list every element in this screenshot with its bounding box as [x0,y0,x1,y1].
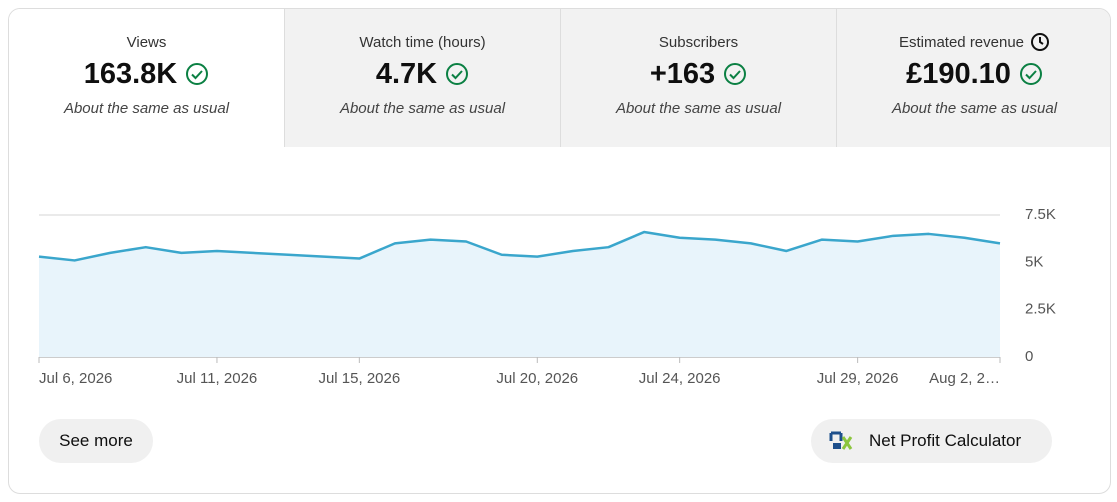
x-tick-label: Jul 15, 2026 [318,370,400,387]
logo [829,431,853,450]
calculator-button[interactable]: Net Profit Calculator [811,419,1052,463]
x-tick-label: Jul 24, 2026 [639,370,721,387]
calculator-label: Net Profit Calculator [869,431,1022,450]
x-tick-label: Jul 11, 2026 [177,370,258,387]
metric-note: About the same as usual [339,100,506,117]
analytics-card: Views 163.8K About the same as usual Watc… [8,8,1111,494]
metric-value: £190.10 [906,57,1011,90]
metric-value: +163 [649,57,716,90]
chart: 0 2.5K 5K 7.5K Jul 6, 2026 Jul 11, 2026 Jul 15… [38,206,1056,387]
check-icon [446,63,469,85]
x-tick-label: Jul 29, 2026 [817,370,899,387]
area-fill [39,232,1000,357]
metric-title: Watch time (hours) [359,33,486,51]
check-icon [724,63,747,85]
see-more-button[interactable]: See more [39,419,153,463]
metric-note: About the same as usual [615,100,782,117]
metric-note: About the same as usual [63,100,230,117]
metric-tab[interactable]: Views 163.8K About the same as usual [9,9,284,147]
y-tick-label: 0 [1025,348,1033,365]
y-tick-label: 7.5K [1025,206,1056,223]
line [38,230,1001,262]
x-tick-label: Jul 20, 2026 [496,370,578,387]
metric-title: Estimated revenue [898,33,1025,51]
metric-title: Subscribers [658,33,739,51]
metric-note: About the same as usual [891,100,1058,117]
metric-tabs: Views 163.8K About the same as usual Watc… [9,9,1110,147]
check-icon [186,63,209,85]
x-tick-label: Jul 6, 2026 [39,370,112,387]
metric-value: 163.8K [83,57,178,90]
metric-title: Views [126,33,167,51]
x-tick-label: Aug 2, 2… [929,370,1000,387]
check-icon [1019,63,1042,85]
metric-value: 4.7K [375,57,438,90]
y-tick-label: 2.5K [1025,301,1056,318]
y-tick-label: 5K [1025,253,1043,270]
metric-tab[interactable]: Watch time (hours) 4.7K About the same a… [284,9,560,147]
metric-tab[interactable]: Subscribers +163 About the same as usual [560,9,836,147]
clock-icon [1031,33,1050,51]
metric-tab[interactable]: Estimated revenue £190.10 About the same… [836,9,1110,147]
